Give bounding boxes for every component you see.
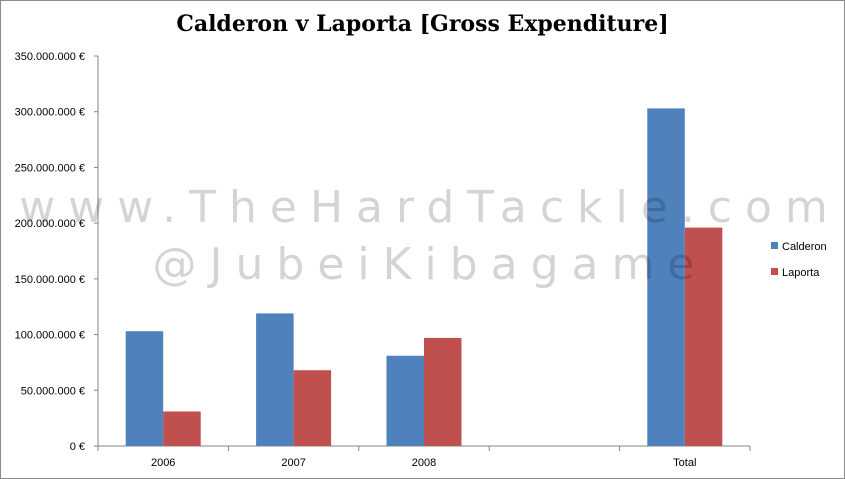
bar-calderon-2006 — [125, 331, 164, 446]
y-tick-label: 100.000.000 € — [15, 330, 85, 342]
bar-calderon-2008 — [386, 355, 424, 446]
x-tick-label: 2007 — [281, 457, 305, 469]
x-tick-label: Total — [673, 457, 696, 469]
bar-laporta-total — [684, 227, 723, 446]
legend-label: Laporta — [782, 267, 820, 279]
legend-label: Calderon — [782, 241, 827, 253]
watermark-line-1: www.TheHardTackle.com — [19, 182, 841, 233]
legend: Calderon Laporta — [771, 241, 827, 279]
bars — [125, 108, 723, 446]
chart-title: Calderon v Laporta [Gross Expenditure] — [176, 11, 669, 37]
bar-calderon-total — [647, 108, 685, 446]
bar-calderon-2007 — [256, 313, 294, 446]
y-tick-label: 300.000.000 € — [15, 107, 85, 119]
y-tick-label: 50.000.000 € — [21, 385, 85, 397]
x-axis-ticks: 2006 2007 2008 Total — [97, 446, 751, 469]
x-tick-label: 2008 — [412, 457, 436, 469]
bar-laporta-2006 — [163, 411, 201, 446]
y-tick-label: 0 € — [70, 441, 85, 453]
legend-swatch — [771, 268, 778, 275]
y-tick-label: 200.000.000 € — [15, 218, 85, 230]
y-tick-label: 250.000.000 € — [15, 162, 85, 174]
bar-laporta-2007 — [293, 370, 332, 446]
legend-swatch — [771, 242, 778, 249]
y-tick-label: 350.000.000 € — [15, 51, 85, 63]
watermark-line-2: @JubeiKibagame — [153, 239, 708, 290]
y-tick-label: 150.000.000 € — [15, 274, 85, 286]
x-tick-label: 2006 — [151, 457, 175, 469]
y-axis-ticks: 0 € 50.000.000 € 100.000.000 € 150.000.000 … — [15, 51, 98, 453]
watermark: www.TheHardTackle.com @JubeiKibagame — [19, 182, 841, 290]
bar-laporta-2008 — [424, 337, 462, 446]
